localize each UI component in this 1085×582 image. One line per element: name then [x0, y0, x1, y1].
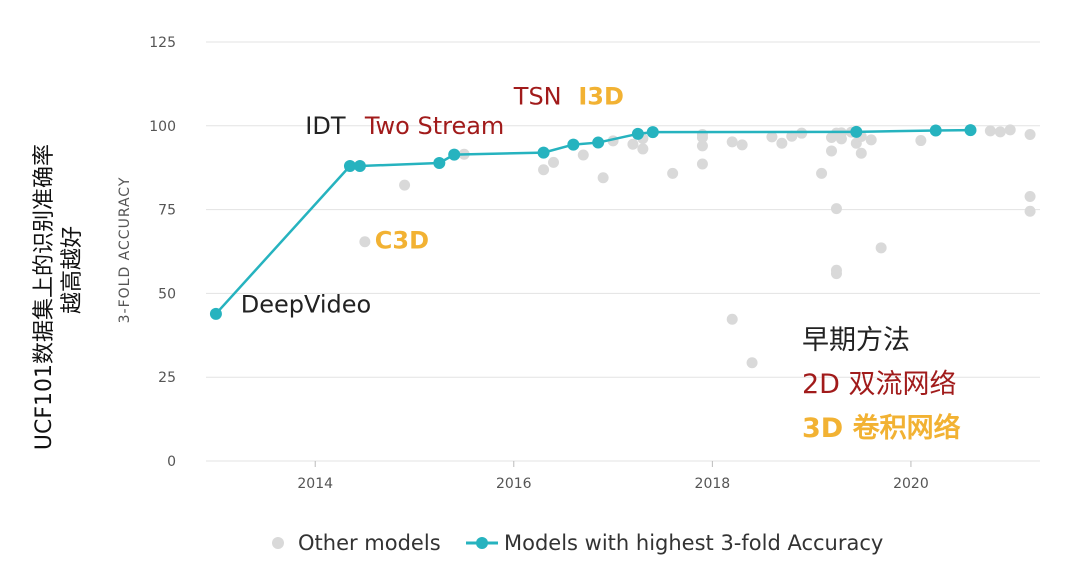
note-2d-two-stream: 2D 双流网络 — [802, 369, 957, 400]
other-model-point-24 — [816, 167, 828, 179]
other-model-point-8 — [627, 138, 639, 150]
legend-other-marker — [272, 537, 284, 549]
other-model-point-40 — [984, 125, 996, 137]
gridlines — [206, 41, 1040, 467]
note-early-methods: 早期方法 — [802, 325, 910, 356]
other-model-point-17 — [726, 136, 738, 148]
other-model-point-0 — [359, 236, 371, 248]
best-models-series — [209, 124, 977, 320]
other-model-point-20 — [766, 131, 778, 143]
best-model-point-6 — [567, 138, 580, 151]
outer-y-label: UCF101数据集上的识别准确率 越高越好 — [32, 144, 85, 450]
best-model-point-11 — [929, 124, 942, 137]
x-tick-2014: 2014 — [297, 476, 333, 492]
legend-best-label: Models with highest 3-fold Accuracy — [504, 531, 883, 555]
model-annotations: DeepVideo IDT Two Stream TSN I3D C3D — [241, 83, 624, 319]
note-3d-conv: 3D 卷积网络 — [802, 412, 961, 444]
best-model-point-12 — [964, 124, 977, 137]
x-tick-2018: 2018 — [695, 476, 731, 492]
y-tick-75: 75 — [158, 203, 176, 219]
annotation-c3d: C3D — [375, 226, 429, 254]
other-model-point-23 — [796, 127, 808, 139]
best-model-point-0 — [209, 307, 222, 320]
best-model-point-4 — [448, 148, 461, 161]
y-tick-125: 125 — [149, 35, 176, 51]
legend-item-best[interactable]: Models with highest 3-fold Accuracy — [466, 531, 883, 555]
x-tick-labels: 2014 2016 2018 2020 — [297, 476, 928, 492]
other-model-point-43 — [1024, 129, 1036, 141]
y-tick-100: 100 — [149, 119, 176, 135]
best-model-line — [215, 128, 971, 315]
legend-other-label: Other models — [298, 531, 441, 555]
best-model-point-1 — [343, 160, 356, 173]
best-model-point-3 — [433, 157, 446, 170]
other-model-point-22 — [786, 130, 798, 142]
y-axis-label: 3-FOLD ACCURACY — [117, 177, 133, 324]
best-model-point-9 — [646, 126, 659, 139]
other-model-point-28 — [830, 203, 842, 215]
other-model-point-16 — [726, 313, 738, 325]
other-model-point-12 — [696, 158, 708, 170]
best-model-point-5 — [537, 146, 550, 159]
other-model-point-21 — [776, 137, 788, 149]
other-model-point-35 — [855, 147, 867, 159]
x-tick-2020: 2020 — [893, 476, 929, 492]
other-model-point-4 — [548, 156, 559, 168]
best-model-point-8 — [631, 127, 644, 140]
other-model-point-15 — [696, 129, 708, 141]
other-model-point-30 — [830, 268, 842, 280]
y-tick-labels: 0 25 50 75 100 125 — [149, 35, 176, 470]
annotation-tsn: TSN — [513, 83, 562, 111]
outer-y-label-line-1: UCF101数据集上的识别准确率 — [32, 144, 57, 450]
other-model-point-38 — [875, 242, 887, 254]
other-model-point-26 — [826, 145, 837, 157]
other-model-point-45 — [1024, 205, 1036, 217]
other-model-point-11 — [667, 167, 679, 179]
other-model-point-3 — [538, 164, 550, 176]
annotation-i3d: I3D — [578, 83, 624, 111]
other-models-points — [359, 124, 1036, 369]
annotation-two-stream: Two Stream — [364, 112, 504, 140]
y-tick-25: 25 — [158, 370, 176, 386]
y-tick-50: 50 — [158, 286, 176, 302]
best-model-point-10 — [850, 125, 863, 138]
legend-best-marker — [476, 537, 488, 549]
other-model-point-6 — [597, 172, 609, 184]
other-model-point-44 — [1024, 191, 1036, 203]
outer-y-label-line-2: 越高越好 — [60, 226, 85, 314]
other-model-point-37 — [865, 134, 877, 146]
other-model-point-10 — [637, 143, 649, 155]
annotation-idt: IDT — [305, 112, 346, 140]
method-notes: 早期方法 2D 双流网络 3D 卷积网络 — [802, 325, 961, 444]
legend-item-other[interactable]: Other models — [272, 531, 441, 555]
other-model-point-18 — [736, 139, 748, 151]
annotation-deepvideo: DeepVideo — [241, 291, 372, 319]
x-tick-2016: 2016 — [496, 476, 532, 492]
best-model-point-2 — [353, 160, 366, 173]
other-model-point-39 — [915, 135, 927, 147]
best-model-point-7 — [592, 136, 605, 149]
legend: Other models Models with highest 3-fold … — [272, 531, 883, 555]
other-model-point-5 — [577, 149, 589, 161]
y-tick-0: 0 — [167, 454, 176, 470]
other-model-point-41 — [994, 126, 1006, 138]
other-model-point-13 — [696, 140, 708, 152]
other-model-point-19 — [746, 357, 758, 369]
other-model-point-1 — [399, 179, 411, 191]
other-model-point-42 — [1004, 124, 1016, 136]
